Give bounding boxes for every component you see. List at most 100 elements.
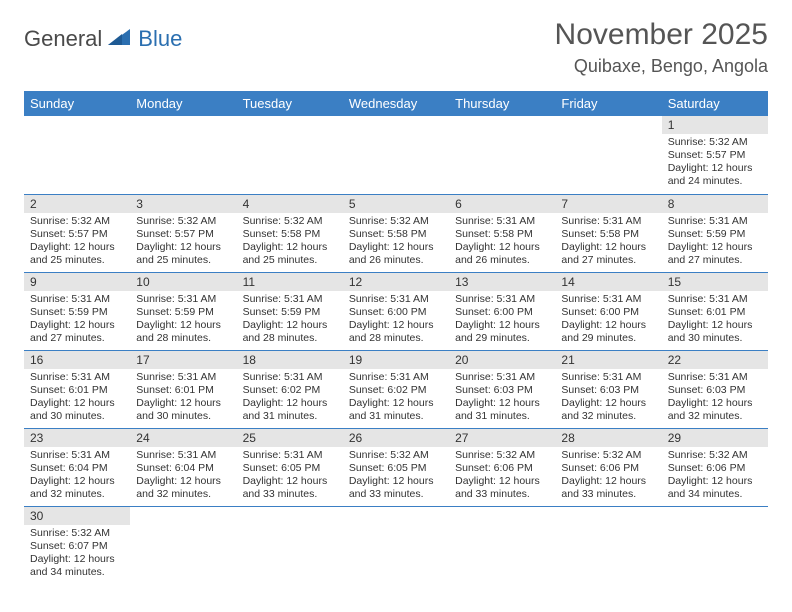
sunset-line: Sunset: 5:58 PM — [561, 228, 655, 241]
calendar-cell: 19Sunrise: 5:31 AMSunset: 6:02 PMDayligh… — [343, 350, 449, 428]
day-number: 25 — [237, 429, 343, 447]
sunrise-line: Sunrise: 5:32 AM — [455, 449, 549, 462]
calendar-cell-empty — [449, 116, 555, 194]
sunset-line: Sunset: 6:04 PM — [136, 462, 230, 475]
sunrise-line: Sunrise: 5:31 AM — [30, 293, 124, 306]
calendar-cell: 7Sunrise: 5:31 AMSunset: 5:58 PMDaylight… — [555, 194, 661, 272]
header: General Blue November 2025 Quibaxe, Beng… — [24, 18, 768, 77]
sunrise-line: Sunrise: 5:31 AM — [136, 449, 230, 462]
day-details: Sunrise: 5:32 AMSunset: 5:57 PMDaylight:… — [130, 213, 236, 272]
sunrise-line: Sunrise: 5:31 AM — [561, 293, 655, 306]
sunset-line: Sunset: 6:04 PM — [30, 462, 124, 475]
day-number: 4 — [237, 195, 343, 213]
sunrise-line: Sunrise: 5:31 AM — [243, 371, 337, 384]
day-details: Sunrise: 5:31 AMSunset: 5:59 PMDaylight:… — [662, 213, 768, 272]
daylight-line: Daylight: 12 hours and 29 minutes. — [561, 319, 655, 345]
sunrise-line: Sunrise: 5:31 AM — [455, 371, 549, 384]
sunset-line: Sunset: 6:00 PM — [349, 306, 443, 319]
sunrise-line: Sunrise: 5:31 AM — [136, 293, 230, 306]
day-number: 18 — [237, 351, 343, 369]
daylight-line: Daylight: 12 hours and 28 minutes. — [243, 319, 337, 345]
daylight-line: Daylight: 12 hours and 26 minutes. — [349, 241, 443, 267]
brand-logo: General Blue — [24, 26, 182, 52]
sunrise-line: Sunrise: 5:31 AM — [349, 293, 443, 306]
calendar-table: SundayMondayTuesdayWednesdayThursdayFrid… — [24, 91, 768, 584]
day-details: Sunrise: 5:31 AMSunset: 6:03 PMDaylight:… — [555, 369, 661, 428]
weekday-header: Tuesday — [237, 91, 343, 116]
sunrise-line: Sunrise: 5:32 AM — [668, 449, 762, 462]
daylight-line: Daylight: 12 hours and 33 minutes. — [349, 475, 443, 501]
calendar-row: 16Sunrise: 5:31 AMSunset: 6:01 PMDayligh… — [24, 350, 768, 428]
day-number: 13 — [449, 273, 555, 291]
calendar-cell: 22Sunrise: 5:31 AMSunset: 6:03 PMDayligh… — [662, 350, 768, 428]
daylight-line: Daylight: 12 hours and 31 minutes. — [243, 397, 337, 423]
sunrise-line: Sunrise: 5:31 AM — [243, 293, 337, 306]
sunrise-line: Sunrise: 5:32 AM — [243, 215, 337, 228]
weekday-header: Wednesday — [343, 91, 449, 116]
sunset-line: Sunset: 5:59 PM — [668, 228, 762, 241]
calendar-row: 23Sunrise: 5:31 AMSunset: 6:04 PMDayligh… — [24, 428, 768, 506]
daylight-line: Daylight: 12 hours and 24 minutes. — [668, 162, 762, 188]
day-details: Sunrise: 5:31 AMSunset: 6:00 PMDaylight:… — [449, 291, 555, 350]
sunrise-line: Sunrise: 5:32 AM — [30, 215, 124, 228]
calendar-cell: 5Sunrise: 5:32 AMSunset: 5:58 PMDaylight… — [343, 194, 449, 272]
daylight-line: Daylight: 12 hours and 30 minutes. — [30, 397, 124, 423]
sunrise-line: Sunrise: 5:32 AM — [136, 215, 230, 228]
calendar-cell-empty — [237, 506, 343, 584]
daylight-line: Daylight: 12 hours and 32 minutes. — [668, 397, 762, 423]
sunset-line: Sunset: 5:58 PM — [455, 228, 549, 241]
day-details: Sunrise: 5:31 AMSunset: 5:58 PMDaylight:… — [555, 213, 661, 272]
day-details: Sunrise: 5:31 AMSunset: 6:01 PMDaylight:… — [662, 291, 768, 350]
calendar-cell-empty — [343, 116, 449, 194]
daylight-line: Daylight: 12 hours and 30 minutes. — [136, 397, 230, 423]
day-number: 7 — [555, 195, 661, 213]
weekday-header: Thursday — [449, 91, 555, 116]
calendar-cell: 14Sunrise: 5:31 AMSunset: 6:00 PMDayligh… — [555, 272, 661, 350]
calendar-cell-empty — [662, 506, 768, 584]
calendar-cell: 17Sunrise: 5:31 AMSunset: 6:01 PMDayligh… — [130, 350, 236, 428]
calendar-cell: 27Sunrise: 5:32 AMSunset: 6:06 PMDayligh… — [449, 428, 555, 506]
sunrise-line: Sunrise: 5:31 AM — [30, 371, 124, 384]
day-number: 21 — [555, 351, 661, 369]
weekday-header: Saturday — [662, 91, 768, 116]
sunrise-line: Sunrise: 5:31 AM — [136, 371, 230, 384]
day-number: 14 — [555, 273, 661, 291]
day-details: Sunrise: 5:32 AMSunset: 5:58 PMDaylight:… — [237, 213, 343, 272]
sunset-line: Sunset: 5:59 PM — [136, 306, 230, 319]
day-details: Sunrise: 5:32 AMSunset: 5:58 PMDaylight:… — [343, 213, 449, 272]
calendar-row: 1Sunrise: 5:32 AMSunset: 5:57 PMDaylight… — [24, 116, 768, 194]
calendar-cell: 15Sunrise: 5:31 AMSunset: 6:01 PMDayligh… — [662, 272, 768, 350]
sunset-line: Sunset: 6:01 PM — [30, 384, 124, 397]
day-number: 1 — [662, 116, 768, 134]
day-number: 8 — [662, 195, 768, 213]
day-details: Sunrise: 5:31 AMSunset: 6:03 PMDaylight:… — [662, 369, 768, 428]
day-details: Sunrise: 5:31 AMSunset: 6:04 PMDaylight:… — [130, 447, 236, 506]
daylight-line: Daylight: 12 hours and 33 minutes. — [561, 475, 655, 501]
calendar-cell: 21Sunrise: 5:31 AMSunset: 6:03 PMDayligh… — [555, 350, 661, 428]
daylight-line: Daylight: 12 hours and 28 minutes. — [136, 319, 230, 345]
day-details: Sunrise: 5:32 AMSunset: 6:06 PMDaylight:… — [662, 447, 768, 506]
calendar-cell-empty — [130, 506, 236, 584]
daylight-line: Daylight: 12 hours and 34 minutes. — [30, 553, 124, 579]
day-number: 9 — [24, 273, 130, 291]
day-details: Sunrise: 5:31 AMSunset: 5:59 PMDaylight:… — [237, 291, 343, 350]
daylight-line: Daylight: 12 hours and 31 minutes. — [349, 397, 443, 423]
day-details: Sunrise: 5:31 AMSunset: 6:00 PMDaylight:… — [555, 291, 661, 350]
day-details: Sunrise: 5:32 AMSunset: 6:06 PMDaylight:… — [449, 447, 555, 506]
sunrise-line: Sunrise: 5:31 AM — [668, 215, 762, 228]
day-details: Sunrise: 5:31 AMSunset: 6:05 PMDaylight:… — [237, 447, 343, 506]
daylight-line: Daylight: 12 hours and 25 minutes. — [30, 241, 124, 267]
calendar-cell: 26Sunrise: 5:32 AMSunset: 6:05 PMDayligh… — [343, 428, 449, 506]
day-number: 17 — [130, 351, 236, 369]
sunrise-line: Sunrise: 5:31 AM — [668, 293, 762, 306]
sunset-line: Sunset: 6:05 PM — [243, 462, 337, 475]
title-block: November 2025 Quibaxe, Bengo, Angola — [555, 18, 768, 77]
day-number: 20 — [449, 351, 555, 369]
day-details: Sunrise: 5:31 AMSunset: 5:58 PMDaylight:… — [449, 213, 555, 272]
daylight-line: Daylight: 12 hours and 32 minutes. — [136, 475, 230, 501]
day-number: 11 — [237, 273, 343, 291]
day-number: 24 — [130, 429, 236, 447]
sunset-line: Sunset: 5:57 PM — [30, 228, 124, 241]
day-details: Sunrise: 5:31 AMSunset: 5:59 PMDaylight:… — [130, 291, 236, 350]
calendar-cell: 11Sunrise: 5:31 AMSunset: 5:59 PMDayligh… — [237, 272, 343, 350]
